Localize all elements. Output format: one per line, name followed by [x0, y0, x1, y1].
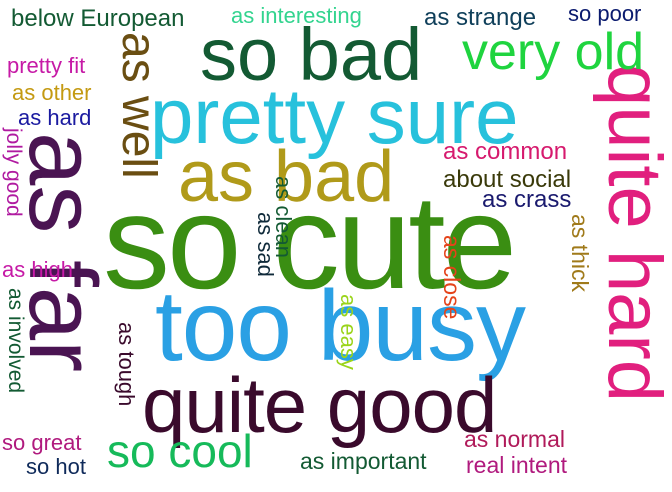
word-as-far: as far	[9, 132, 116, 373]
word-so-hot: so hot	[26, 454, 86, 479]
word-too-busy: too busy	[155, 270, 526, 382]
word-quite-hard: quite hard	[592, 64, 672, 403]
word-as-crass: as crass	[482, 186, 572, 213]
word-jolly-good: jolly good	[2, 128, 25, 217]
word-as-involved: as involved	[4, 288, 27, 394]
word-so-cool: so cool	[107, 425, 253, 477]
word-as-common: as common	[443, 138, 568, 165]
word-quite-good: quite good	[142, 361, 497, 449]
word-as-hard: as hard	[18, 105, 92, 130]
word-as-high: as high	[2, 257, 73, 282]
word-about-social: about social	[443, 166, 572, 193]
word-as-other: as other	[12, 80, 92, 105]
word-so-cute: so cute	[103, 168, 517, 317]
word-as-normal: as normal	[464, 426, 565, 452]
word-pretty-fit: pretty fit	[7, 53, 86, 78]
word-as-strange: as strange	[424, 4, 537, 31]
word-very-old: very old	[462, 23, 645, 81]
word-as-easy: as easy	[336, 294, 361, 370]
word-as-bad: as bad	[178, 137, 395, 217]
word-as-tough: as tough	[114, 322, 139, 407]
word-so-great: so great	[2, 430, 82, 455]
word-as-close: as close	[439, 235, 465, 320]
word-pretty-sure: pretty sure	[150, 72, 519, 160]
word-as-sad: as sad	[253, 212, 278, 277]
word-so-bad: so bad	[200, 13, 423, 96]
word-as-important: as important	[300, 448, 427, 474]
word-real-intent: real intent	[466, 452, 568, 478]
word-as-well: as well	[112, 32, 165, 179]
word-below-european: below European	[11, 5, 185, 32]
word-so-poor: so poor	[568, 1, 642, 26]
word-as-interesting: as interesting	[231, 3, 362, 28]
word-as-thick: as thick	[567, 214, 593, 292]
